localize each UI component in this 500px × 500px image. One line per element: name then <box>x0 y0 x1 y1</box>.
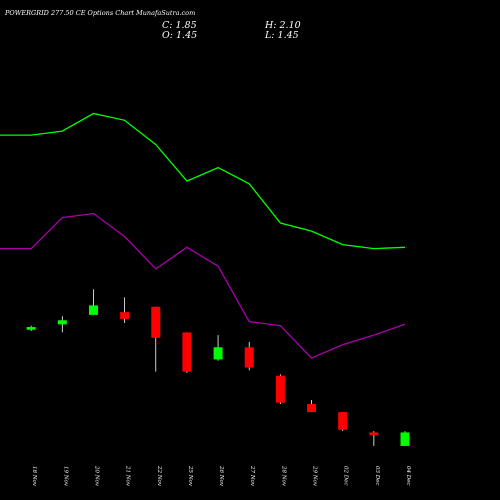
candle-body <box>151 306 161 338</box>
candle-body <box>275 375 285 403</box>
x-tick-label: 18 Nov <box>31 466 37 487</box>
x-tick-label: 21 Nov <box>125 465 131 487</box>
candle-body <box>213 347 223 360</box>
x-tick-label: 28 Nov <box>280 465 286 487</box>
chart-title: POWERGRID 277.50 CE Options Chart Munafa… <box>5 9 196 17</box>
x-tick-label: 26 Nov <box>218 465 224 487</box>
candle-body <box>120 312 130 319</box>
candle-body <box>369 432 379 436</box>
x-tick-label: 29 Nov <box>312 465 318 487</box>
candle-body <box>88 305 98 315</box>
candle-body <box>182 332 192 372</box>
candle-body <box>338 412 348 430</box>
x-tick-label: 20 Nov <box>93 465 99 487</box>
candle-body <box>244 347 254 368</box>
open-value: O: 1.45 <box>162 30 198 41</box>
upper-band-line <box>0 112 406 250</box>
candle-body <box>26 327 36 330</box>
candles <box>26 289 410 446</box>
x-tick-label: 02 Dec <box>343 466 349 486</box>
x-tick-label: 19 Nov <box>62 466 68 487</box>
candle-body <box>57 320 67 325</box>
x-tick-label: 22 Nov <box>156 465 162 487</box>
close-value: C: 1.85 <box>162 20 197 31</box>
x-tick-label: 04 Dec <box>405 466 411 486</box>
x-axis-labels: 18 Nov 19 Nov 20 Nov 21 Nov 22 Nov 25 Nov 26 N… <box>31 465 411 487</box>
candle-body <box>400 432 410 446</box>
high-value: H: 2.10 <box>265 20 301 31</box>
x-tick-label: 25 Nov <box>187 465 193 487</box>
low-value: L: 1.45 <box>265 30 299 41</box>
lower-band-line <box>0 212 406 359</box>
candle-body <box>307 404 317 413</box>
x-tick-label: 03 Dec <box>374 466 380 486</box>
x-tick-label: 27 Nov <box>249 465 255 487</box>
bollinger-bands <box>0 112 406 359</box>
